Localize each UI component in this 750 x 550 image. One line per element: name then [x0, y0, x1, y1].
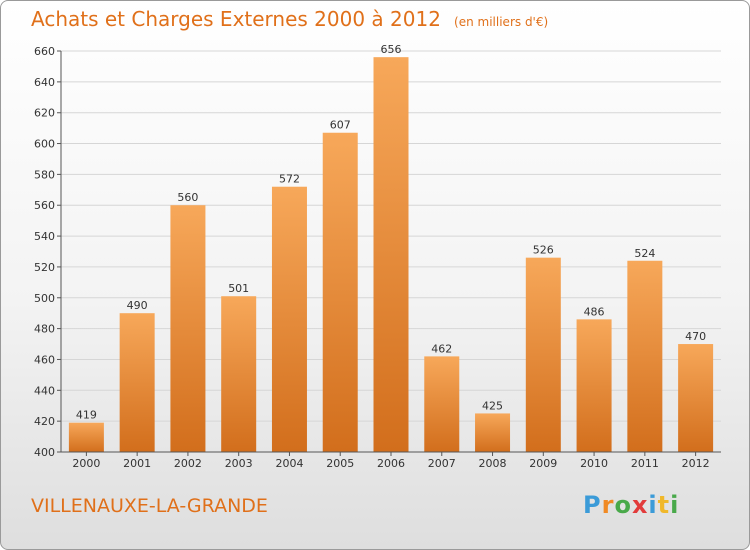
bar-value-label: 560 — [177, 191, 198, 204]
x-tick-label: 2005 — [326, 457, 354, 470]
y-tick-label: 500 — [34, 292, 55, 305]
logo-letter: r — [601, 491, 615, 519]
bar-value-label: 486 — [584, 305, 605, 318]
y-tick-label: 540 — [34, 230, 55, 243]
x-tick-label: 2006 — [377, 457, 405, 470]
bar — [221, 296, 257, 452]
bar — [678, 344, 714, 452]
bar — [322, 132, 358, 452]
chart-title: Achats et Charges Externes 2000 à 2012 — [31, 7, 441, 31]
x-tick-label: 2002 — [174, 457, 202, 470]
y-tick-label: 620 — [34, 107, 55, 120]
x-tick-label: 2011 — [631, 457, 659, 470]
bar — [119, 313, 155, 452]
bar-value-label: 572 — [279, 173, 300, 186]
y-tick-label: 580 — [34, 168, 55, 181]
bar-value-label: 470 — [685, 330, 706, 343]
logo-letter: i — [670, 491, 680, 519]
bar — [424, 356, 460, 452]
title-row: Achats et Charges Externes 2000 à 2012 (… — [31, 7, 548, 31]
bar — [68, 422, 104, 452]
bar — [170, 205, 206, 452]
bar-value-label: 656 — [381, 43, 402, 56]
x-tick-label: 2000 — [72, 457, 100, 470]
logo-letter: i — [648, 491, 658, 519]
x-tick-label: 2008 — [479, 457, 507, 470]
bar — [271, 186, 307, 452]
x-tick-label: 2003 — [225, 457, 253, 470]
bar-value-label: 526 — [533, 244, 554, 257]
y-tick-label: 600 — [34, 138, 55, 151]
y-tick-label: 560 — [34, 199, 55, 212]
bar-value-label: 524 — [634, 247, 655, 260]
x-tick-label: 2010 — [580, 457, 608, 470]
bar — [475, 413, 511, 452]
bar-value-label: 607 — [330, 119, 351, 132]
y-tick-label: 420 — [34, 415, 55, 428]
bar-value-label: 490 — [127, 299, 148, 312]
bar-value-label: 425 — [482, 399, 503, 412]
logo-letter: t — [657, 491, 671, 519]
bar — [373, 57, 409, 453]
chart-unit: (en milliers d'€) — [454, 15, 549, 29]
y-tick-label: 520 — [34, 261, 55, 274]
bar-value-label: 419 — [76, 409, 97, 422]
y-tick-label: 640 — [34, 76, 55, 89]
x-tick-label: 2001 — [123, 457, 151, 470]
logo-letter: x — [631, 491, 649, 519]
y-tick-label: 660 — [34, 45, 55, 58]
logo-letter: P — [583, 491, 602, 519]
x-tick-label: 2009 — [529, 457, 557, 470]
bar — [525, 257, 561, 452]
y-tick-label: 460 — [34, 353, 55, 366]
y-tick-label: 440 — [34, 384, 55, 397]
x-tick-label: 2007 — [428, 457, 456, 470]
y-tick-label: 400 — [34, 446, 55, 459]
logo-letter: o — [614, 491, 632, 519]
proxiti-logo[interactable]: Proxiti — [583, 491, 679, 519]
bar — [576, 319, 612, 452]
city-name: VILLENAUXE-LA-GRANDE — [31, 495, 268, 517]
bar — [627, 260, 663, 452]
x-tick-label: 2012 — [682, 457, 710, 470]
x-tick-label: 2004 — [275, 457, 303, 470]
bar-value-label: 501 — [228, 282, 249, 295]
bar-value-label: 462 — [431, 342, 452, 355]
y-tick-label: 480 — [34, 323, 55, 336]
